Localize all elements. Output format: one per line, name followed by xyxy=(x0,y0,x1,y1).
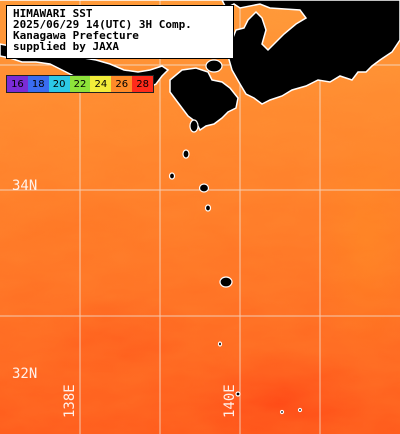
lat-label-32n: 32N xyxy=(12,366,38,382)
izu-coast xyxy=(169,67,239,132)
title-line: 2025/06/29 14(UTC) 3H Comp. xyxy=(13,18,192,31)
aogashima-island xyxy=(217,341,223,347)
scale-swatch: 28 xyxy=(132,76,154,92)
title-line: Kanagawa Prefecture xyxy=(13,29,139,42)
niijima-island xyxy=(182,149,190,159)
lon-label-140e: 140E xyxy=(222,384,238,418)
scale-swatch: 20 xyxy=(48,76,70,92)
scale-swatch: 26 xyxy=(111,76,133,92)
hachijojima-island xyxy=(219,276,233,288)
mikurajima-island xyxy=(204,204,212,212)
lat-label-34n: 34N xyxy=(12,178,38,194)
small-rock xyxy=(279,409,285,415)
small-island xyxy=(235,391,241,397)
title-line: supplied by JAXA xyxy=(13,40,119,53)
scale-swatch: 16 xyxy=(7,76,28,92)
map-title-box: HIMAWARI SST 2025/06/29 14(UTC) 3H Comp.… xyxy=(6,5,234,59)
small-rock xyxy=(297,407,303,413)
oshima-island xyxy=(205,59,223,73)
temperature-color-scale: 16 18 20 22 24 26 28 xyxy=(6,75,154,93)
scale-swatch: 22 xyxy=(69,76,91,92)
scale-swatch: 18 xyxy=(27,76,49,92)
miyakejima-island xyxy=(198,183,210,193)
lon-label-138e: 138E xyxy=(62,384,78,418)
scale-swatch: 24 xyxy=(90,76,112,92)
title-line: HIMAWARI SST xyxy=(13,7,93,20)
toshima-island xyxy=(189,119,199,133)
shikinejima-island xyxy=(168,172,176,180)
